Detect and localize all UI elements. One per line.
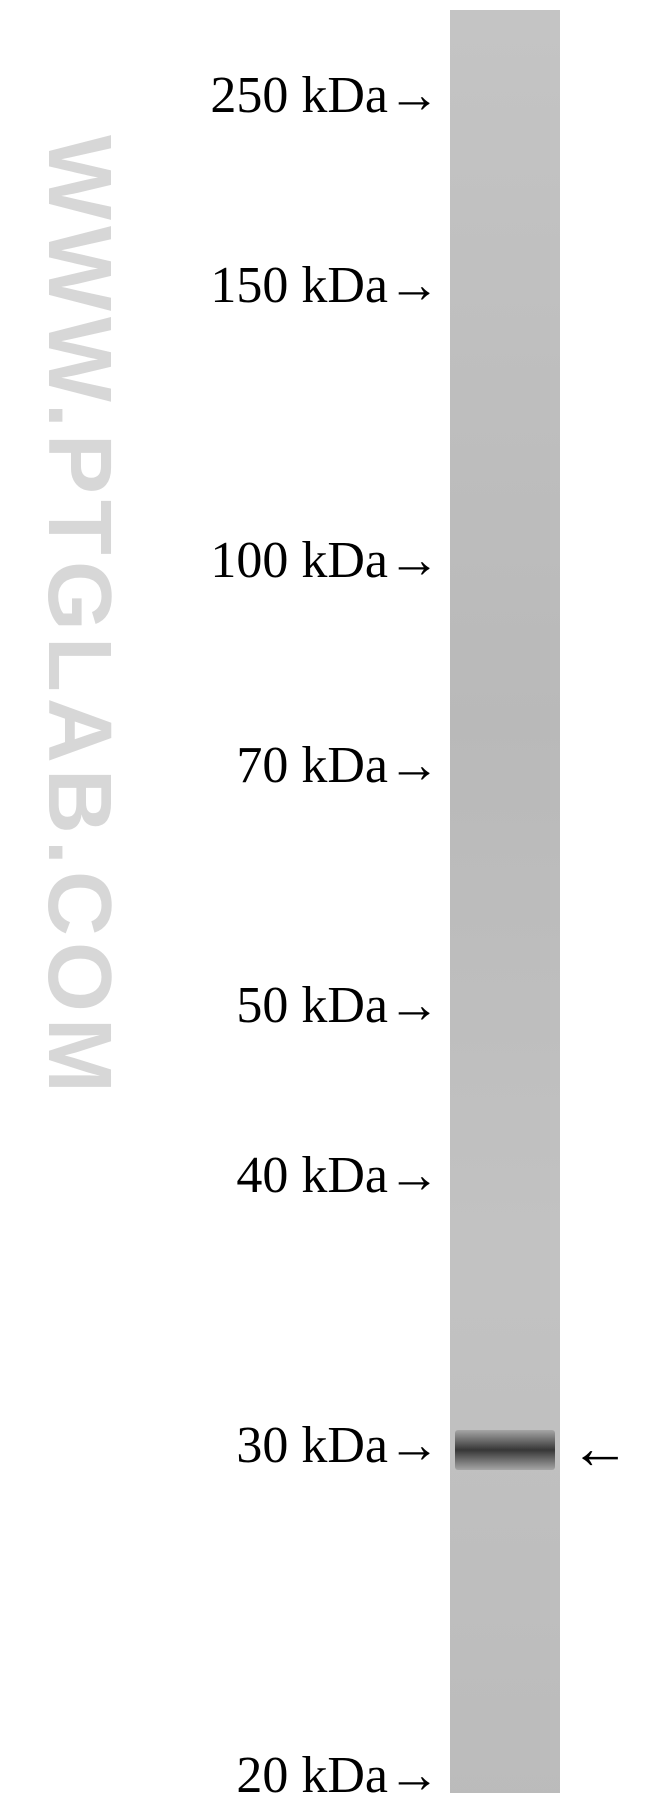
marker-arrow-icon: → xyxy=(388,1146,440,1205)
marker-label: 70 kDa→ xyxy=(236,736,440,795)
band-arrow-glyph: ← xyxy=(570,1415,630,1481)
marker-text: 20 kDa xyxy=(236,1747,388,1804)
marker-label: 150 kDa→ xyxy=(210,256,440,315)
marker-label: 20 kDa→ xyxy=(236,1746,440,1805)
marker-label: 50 kDa→ xyxy=(236,976,440,1035)
marker-label: 100 kDa→ xyxy=(210,531,440,590)
watermark-text: WWW.PTGLAB.COM xyxy=(27,135,130,1099)
marker-arrow-icon: → xyxy=(388,256,440,315)
marker-text: 50 kDa xyxy=(236,977,388,1034)
marker-label: 250 kDa→ xyxy=(210,66,440,125)
marker-arrow-icon: → xyxy=(388,736,440,795)
lane-noise xyxy=(450,10,560,1793)
marker-label: 40 kDa→ xyxy=(236,1146,440,1205)
marker-arrow-icon: → xyxy=(388,66,440,125)
marker-text: 70 kDa xyxy=(236,737,388,794)
marker-text: 100 kDa xyxy=(210,532,388,589)
marker-text: 40 kDa xyxy=(236,1147,388,1204)
marker-arrow-icon: → xyxy=(388,1746,440,1805)
blot-container: ← WWW.PTGLAB.COM 250 kDa→150 kDa→100 kDa… xyxy=(0,0,650,1803)
marker-text: 150 kDa xyxy=(210,257,388,314)
band-indicator-arrow: ← xyxy=(570,1414,630,1483)
marker-text: 250 kDa xyxy=(210,67,388,124)
marker-label: 30 kDa→ xyxy=(236,1416,440,1475)
protein-band xyxy=(455,1430,555,1470)
marker-arrow-icon: → xyxy=(388,976,440,1035)
marker-arrow-icon: → xyxy=(388,531,440,590)
marker-arrow-icon: → xyxy=(388,1416,440,1475)
gel-lane xyxy=(450,10,560,1793)
marker-text: 30 kDa xyxy=(236,1417,388,1474)
